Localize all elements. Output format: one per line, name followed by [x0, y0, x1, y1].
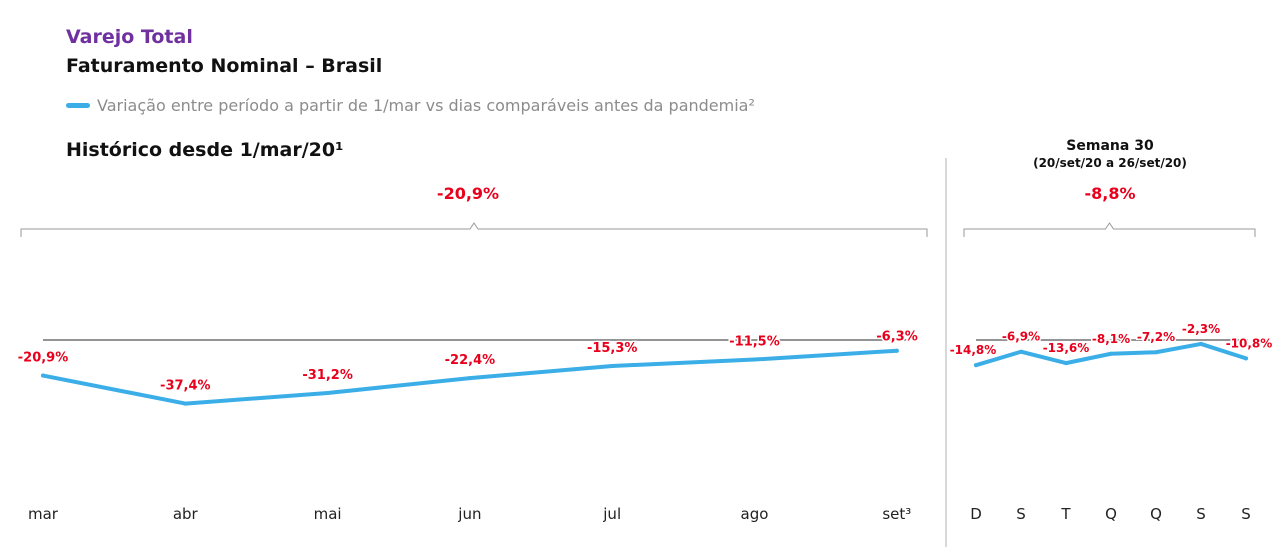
- right-x-tick-label: S: [1196, 505, 1206, 523]
- right-x-tick-label: Q: [1150, 505, 1162, 523]
- eyebrow-title: Varejo Total: [66, 26, 193, 48]
- left-data-label: -22,4%: [445, 353, 496, 368]
- left-data-label: -20,9%: [18, 351, 69, 366]
- right-data-label: -2,3%: [1182, 322, 1220, 336]
- right-x-tick-label: S: [1016, 505, 1026, 523]
- left-data-point: [41, 373, 45, 378]
- right-data-point: [1154, 350, 1158, 355]
- left-data-point: [894, 348, 899, 353]
- right-data-label: -8,1%: [1092, 332, 1130, 346]
- right-x-tick-label: D: [970, 505, 982, 523]
- page-title: Faturamento Nominal – Brasil: [66, 55, 383, 77]
- right-chart-title-main: Semana 30: [1066, 138, 1154, 154]
- right-data-label: -7,2%: [1137, 330, 1175, 344]
- left-summary-value: -20,9%: [437, 184, 499, 203]
- right-x-tick-label: T: [1060, 505, 1071, 523]
- right-data-label: -13,6%: [1043, 341, 1090, 355]
- right-chart-title: Semana 30 (20/set/20 a 26/set/20): [1000, 138, 1220, 172]
- right-period-bracket: [963, 222, 1256, 237]
- left-data-label: -37,4%: [160, 379, 211, 394]
- right-data-label: -14,8%: [950, 343, 997, 357]
- right-data-point: [1109, 351, 1113, 356]
- right-x-tick-label: Q: [1105, 505, 1117, 523]
- chart-legend: Variação entre período a partir de 1/mar…: [66, 96, 755, 115]
- left-data-point: [752, 357, 757, 362]
- right-chart-subtitle: (20/set/20 a 26/set/20): [1033, 156, 1187, 170]
- right-data-point: [1019, 349, 1023, 354]
- left-data-label: -31,2%: [302, 368, 353, 383]
- right-data-label: -6,9%: [1002, 330, 1040, 344]
- left-x-tick-label: abr: [173, 505, 199, 523]
- left-x-tick-label: mar: [28, 505, 59, 523]
- right-data-point: [1199, 341, 1203, 346]
- left-x-tick-label: jun: [457, 505, 481, 523]
- left-x-tick-label: set³: [882, 505, 911, 523]
- left-data-point: [183, 401, 188, 406]
- right-data-label: -10,8%: [1226, 336, 1273, 350]
- left-x-tick-label: ago: [741, 505, 769, 523]
- legend-swatch: [66, 103, 90, 108]
- right-data-point: [974, 363, 978, 368]
- left-data-label: -6,3%: [876, 330, 917, 345]
- left-period-bracket: [20, 222, 928, 237]
- left-x-tick-label: mai: [314, 505, 342, 523]
- left-x-tick-label: jul: [602, 505, 621, 523]
- right-x-tick-label: S: [1241, 505, 1251, 523]
- legend-label: Variação entre período a partir de 1/mar…: [97, 96, 755, 115]
- left-data-point: [610, 364, 615, 369]
- left-data-point: [325, 391, 330, 396]
- left-data-label: -15,3%: [587, 341, 638, 356]
- right-data-point: [1244, 356, 1248, 361]
- left-data-label: -11,5%: [729, 335, 780, 350]
- right-data-point: [1064, 361, 1068, 366]
- left-data-point: [467, 376, 472, 381]
- left-chart-title: Histórico desde 1/mar/20¹: [66, 139, 344, 161]
- right-summary-value: -8,8%: [1084, 184, 1135, 203]
